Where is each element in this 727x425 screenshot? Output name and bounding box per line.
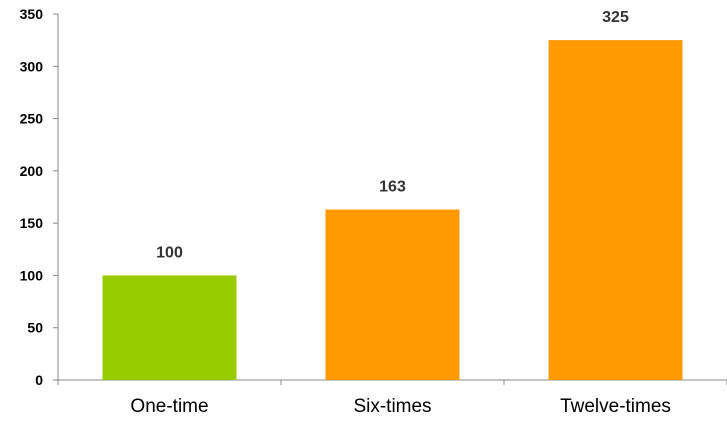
y-tick-label: 50 (27, 320, 43, 336)
bar-twelve-times (548, 40, 683, 381)
data-label: 163 (379, 179, 406, 196)
x-category-label: Twelve-times (560, 396, 671, 417)
y-tick-label: 0 (35, 372, 43, 388)
y-tick-label: 300 (20, 58, 44, 74)
bar-six-times (325, 209, 460, 380)
labels-layer: 0 50 100 150 200 250 300 350 100 One-time 163 Six-t… (20, 6, 671, 417)
x-category-label: One-time (130, 396, 208, 417)
bars-layer (102, 40, 683, 381)
y-tick-label: 350 (20, 6, 44, 22)
y-tick-label: 100 (20, 267, 44, 283)
y-tick-label: 200 (20, 163, 44, 179)
x-category-label: Six-times (353, 396, 431, 417)
y-tick-label: 150 (20, 215, 44, 231)
data-label: 100 (156, 244, 183, 261)
bar-one-time (102, 275, 237, 380)
y-tick-label: 250 (20, 111, 44, 127)
data-label: 325 (602, 9, 629, 26)
